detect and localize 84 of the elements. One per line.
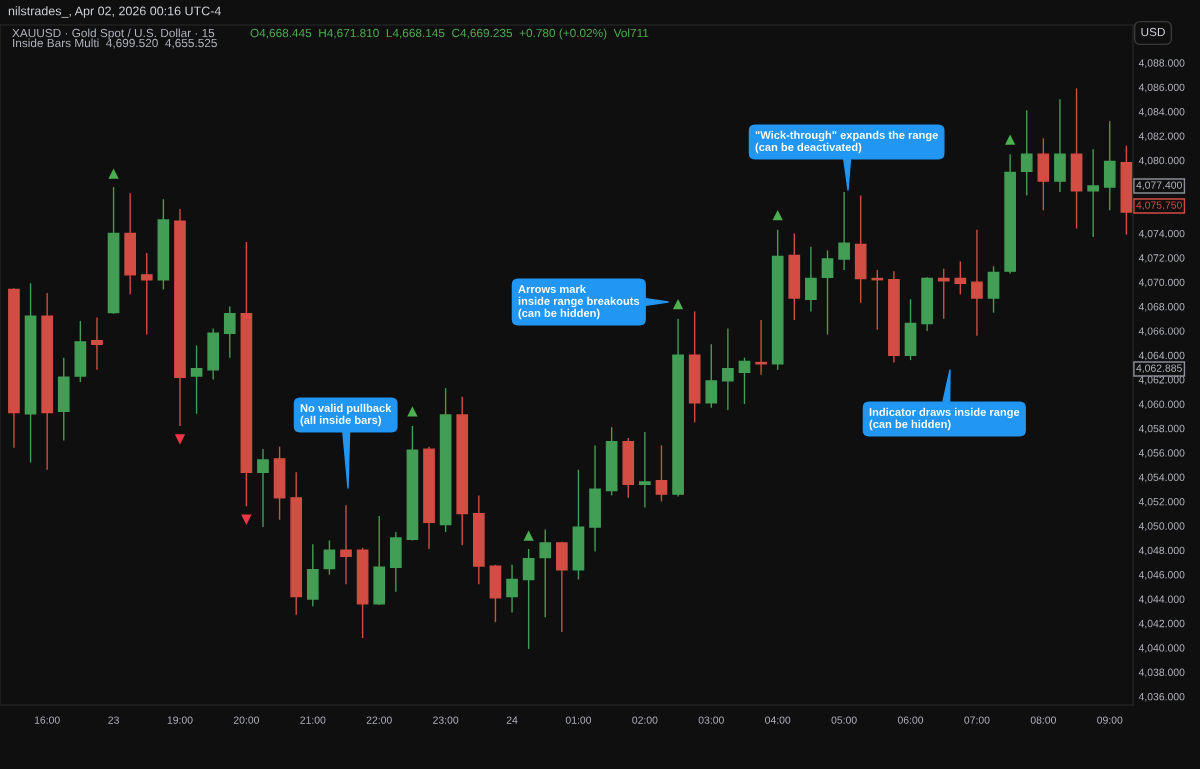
annotation: O4,668.445 H4,671.810 L4,668.145 C4,669.235 +0.780 (+0.02%) Vol711 [250,28,649,40]
candlestick [639,431,651,509]
x-tick-label: 24 [506,716,518,724]
candlestick [506,564,518,614]
annotation: No valid pullback (all inside bars) [300,403,392,427]
x-tick-label: 08:00 [1030,716,1056,724]
x-tick-label: 01:00 [565,716,592,724]
y-tick-label: 4,058.000 [1138,424,1185,434]
candlestick [1020,109,1033,197]
point [672,298,684,310]
candlestick [805,246,817,313]
x-tick-label: 09:00 [1097,716,1123,724]
candlestick [838,191,850,271]
y-tick-label: 4,070.000 [1138,278,1185,288]
point [108,168,119,179]
text: 4,077.400 [1136,181,1182,191]
y-tick-label: 4,038.000 [1138,668,1185,678]
x-tick-label: 22:00 [366,716,392,724]
candlestick [323,539,336,576]
x-tick-label: 23:00 [433,716,459,724]
y-tick-label: 4,048.000 [1138,546,1185,556]
y-tick-label: 4,054.000 [1138,473,1185,483]
annotation: Inside Bars Multi 4,699.520 4,655.525 [13,38,217,49]
candlestick [971,229,983,337]
y-tick-label: 4,046.000 [1138,571,1185,580]
y-tick-label: 4,060.000 [1138,400,1185,410]
x-tick-label: 19:00 [167,716,193,724]
y-tick-label: 4,074.000 [1138,229,1185,239]
y-tick-label: 4,080.000 [1138,156,1185,166]
x-tick-label: 07:00 [964,716,990,724]
y-tick-label: 4,064.000 [1138,351,1185,361]
point [772,209,783,221]
x-tick-label: 02:00 [632,716,658,724]
candlestick [705,343,718,409]
x-tick-label: 16:00 [34,716,60,724]
candlestick [722,327,734,411]
y-tick-label: 4,042.000 [1138,619,1185,629]
candlestick [738,356,751,405]
annotation: "Wick-through" expands the range (can be deactivated) [755,130,938,154]
point [523,530,534,541]
y-tick-label: 4,052.000 [1138,497,1185,507]
text: 4,075.750 [1136,201,1182,211]
candlestick [340,504,352,586]
y-tick-label: 4,062.000 [1138,376,1185,385]
point [407,406,418,417]
point [241,514,252,525]
y-tick-label: 4,072.000 [1138,254,1185,263]
candlestick [937,268,950,320]
candlestick [539,528,552,618]
y-tick-label: 4,088.000 [1138,59,1185,68]
x-tick-label: 03:00 [698,716,724,724]
candlestick [190,344,203,415]
text: nilstrades_, Apr 02, 2026 00:16 UTC-4 [8,6,221,18]
point [174,434,186,445]
candlestick [655,444,668,503]
y-tick-label: 4,050.000 [1138,522,1185,531]
x-tick-label: 20:00 [233,716,260,724]
candlestick [91,316,103,371]
y-tick-label: 4,066.000 [1138,327,1185,336]
x-tick-label: 04:00 [765,716,791,724]
annotation: Arrows mark inside range breakouts (can be hidden) [518,284,640,320]
candlestick [821,249,834,336]
x-tick-label: 21:00 [300,716,326,724]
annotation: Indicator draws inside range (can be hidden) [869,407,1020,431]
candlestick [522,548,535,650]
y-tick-label: 4,036.000 [1138,692,1185,702]
y-tick-label: 4,044.000 [1138,595,1185,605]
text: 4,062.885 [1136,364,1182,374]
x-tick-label: 05:00 [831,716,857,724]
x-tick-label: 06:00 [897,716,924,724]
candlestick [1087,148,1099,238]
y-tick-label: 4,084.000 [1138,108,1185,117]
text: USD [1141,27,1165,37]
candlestick [223,305,236,359]
candlestick [954,260,967,296]
candlestick [140,252,153,336]
y-tick-label: 4,082.000 [1138,132,1185,141]
y-tick-label: 4,040.000 [1138,644,1185,653]
y-tick-label: 4,086.000 [1138,83,1185,93]
candlestick [257,448,269,528]
point [1004,134,1016,145]
x-tick-label: 23 [108,716,119,724]
y-tick-label: 4,068.000 [1138,303,1185,312]
y-tick-label: 4,056.000 [1138,449,1185,458]
